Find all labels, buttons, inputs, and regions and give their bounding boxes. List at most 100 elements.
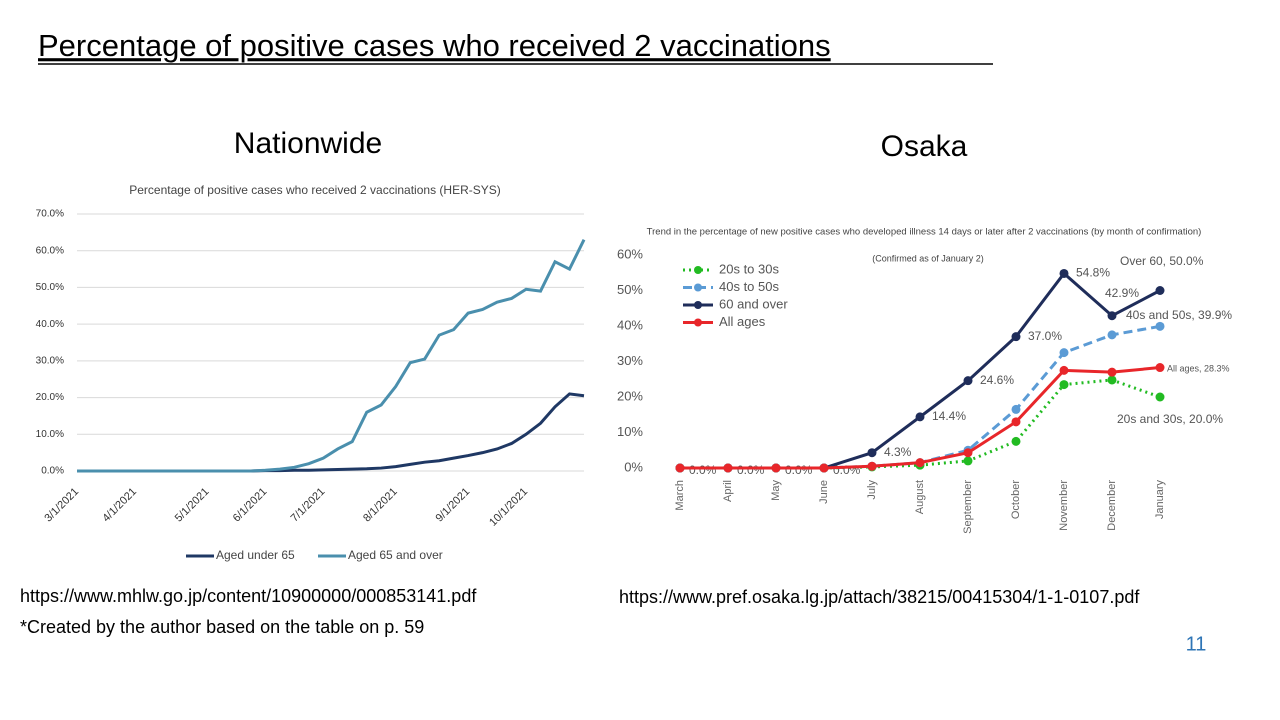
- y-tick-label: 0.0%: [41, 466, 64, 477]
- point: [1107, 375, 1117, 385]
- x-tick-label: 4/1/2021: [100, 486, 139, 525]
- point: [723, 463, 733, 473]
- point: [867, 461, 877, 471]
- page-number: 11: [1186, 633, 1207, 655]
- x-tick-label: 7/1/2021: [289, 486, 328, 525]
- y-tick-label: 20%: [617, 388, 643, 403]
- point: [771, 463, 781, 473]
- x-tick-label: 8/1/2021: [361, 486, 400, 525]
- line-series: [77, 392, 585, 473]
- x-tick-label: November: [1058, 480, 1070, 531]
- legend-label: Aged 65 and over: [348, 548, 443, 562]
- x-tick-label: 9/1/2021: [434, 486, 473, 525]
- y-tick-label: 60%: [617, 246, 643, 261]
- legend-label: Aged under 65: [216, 548, 295, 562]
- point: [1107, 311, 1117, 321]
- data-label: 0.0%: [785, 463, 813, 477]
- point: [1011, 404, 1021, 414]
- legend-marker: [694, 283, 702, 292]
- x-tick-label: July: [866, 480, 878, 500]
- point: [867, 448, 877, 458]
- point: [963, 456, 973, 466]
- data-label: 24.6%: [980, 373, 1014, 387]
- line-series: [680, 324, 1161, 470]
- chart-title: Trend in the percentage of new positive …: [647, 227, 1202, 238]
- x-tick-label: April: [722, 480, 734, 502]
- x-tick-label: September: [962, 480, 974, 534]
- legend-marker: [694, 266, 702, 274]
- point: [915, 412, 925, 422]
- heading: Nationwide: [234, 127, 382, 160]
- slide-title: Percentage of positive cases who receive…: [38, 28, 831, 63]
- source: https://www.pref.osaka.lg.jp/attach/3821…: [619, 587, 1140, 607]
- source: https://www.mhlw.go.jp/content/10900000/…: [20, 586, 477, 606]
- data-label: 37.0%: [1028, 329, 1062, 343]
- y-tick-label: 60.0%: [36, 245, 64, 256]
- point: [1155, 363, 1165, 373]
- x-tick-label: May: [770, 480, 782, 501]
- chart-title: Percentage of positive cases who receive…: [129, 183, 501, 197]
- x-tick-label: October: [1010, 480, 1022, 519]
- data-label: All ages, 28.3%: [1167, 363, 1230, 373]
- point: [1155, 392, 1165, 402]
- point: [963, 448, 973, 458]
- x-tick-label: June: [818, 480, 830, 504]
- data-label: 14.4%: [932, 409, 966, 423]
- point: [675, 463, 685, 473]
- y-tick-label: 10.0%: [36, 429, 64, 440]
- line-series: [77, 239, 586, 473]
- legend-label: 20s to 30s: [719, 261, 779, 276]
- y-tick-label: 20.0%: [36, 392, 64, 403]
- point: [1059, 268, 1069, 278]
- y-tick-label: 10%: [617, 424, 643, 439]
- data-label: 42.9%: [1105, 286, 1139, 300]
- point: [819, 463, 829, 473]
- point: [1107, 367, 1117, 377]
- data-label: 4.3%: [884, 445, 912, 459]
- point: [1011, 332, 1021, 342]
- point: [1059, 365, 1069, 375]
- legend-marker: [694, 301, 702, 309]
- x-tick-label: 3/1/2021: [42, 486, 81, 525]
- line-series: [680, 378, 1161, 470]
- data-label: 0.0%: [737, 463, 765, 477]
- chart-subtitle: (Confirmed as of January 2): [872, 253, 984, 263]
- point: [1059, 348, 1069, 358]
- point: [915, 458, 925, 468]
- data-label: 0.0%: [689, 463, 717, 477]
- y-tick-label: 30.0%: [36, 355, 64, 366]
- y-tick-label: 70.0%: [36, 209, 64, 220]
- note: *Created by the author based on the tabl…: [20, 617, 424, 637]
- y-tick-label: 40.0%: [36, 319, 64, 330]
- data-label: 0.0%: [833, 463, 861, 477]
- point: [1155, 286, 1165, 295]
- y-tick-label: 40%: [617, 317, 643, 332]
- y-tick-label: 0%: [624, 459, 643, 474]
- x-tick-label: 10/1/2021: [487, 486, 530, 529]
- point: [1107, 330, 1117, 340]
- y-tick-label: 30%: [617, 353, 643, 368]
- x-tick-label: August: [914, 480, 926, 514]
- x-tick-label: 6/1/2021: [231, 486, 270, 525]
- legend-label: All ages: [719, 314, 766, 329]
- data-label: 40s and 50s, 39.9%: [1126, 308, 1232, 322]
- legend-marker: [694, 318, 702, 327]
- data-label: 20s and 30s, 20.0%: [1117, 412, 1223, 426]
- y-tick-label: 50%: [617, 282, 643, 297]
- x-tick-label: 5/1/2021: [173, 486, 212, 525]
- x-tick-label: March: [674, 480, 686, 511]
- x-tick-label: December: [1106, 480, 1118, 531]
- data-label: 54.8%: [1076, 266, 1110, 280]
- data-label: Over 60, 50.0%: [1120, 254, 1204, 268]
- y-tick-label: 50.0%: [36, 282, 64, 293]
- point: [1011, 417, 1021, 427]
- legend-label: 60 and over: [719, 296, 788, 311]
- x-tick-label: January: [1154, 480, 1166, 520]
- point: [1155, 321, 1165, 331]
- point: [1011, 436, 1021, 446]
- point: [1059, 380, 1069, 390]
- heading: Osaka: [881, 130, 968, 163]
- point: [963, 376, 973, 386]
- legend-label: 40s to 50s: [719, 279, 779, 294]
